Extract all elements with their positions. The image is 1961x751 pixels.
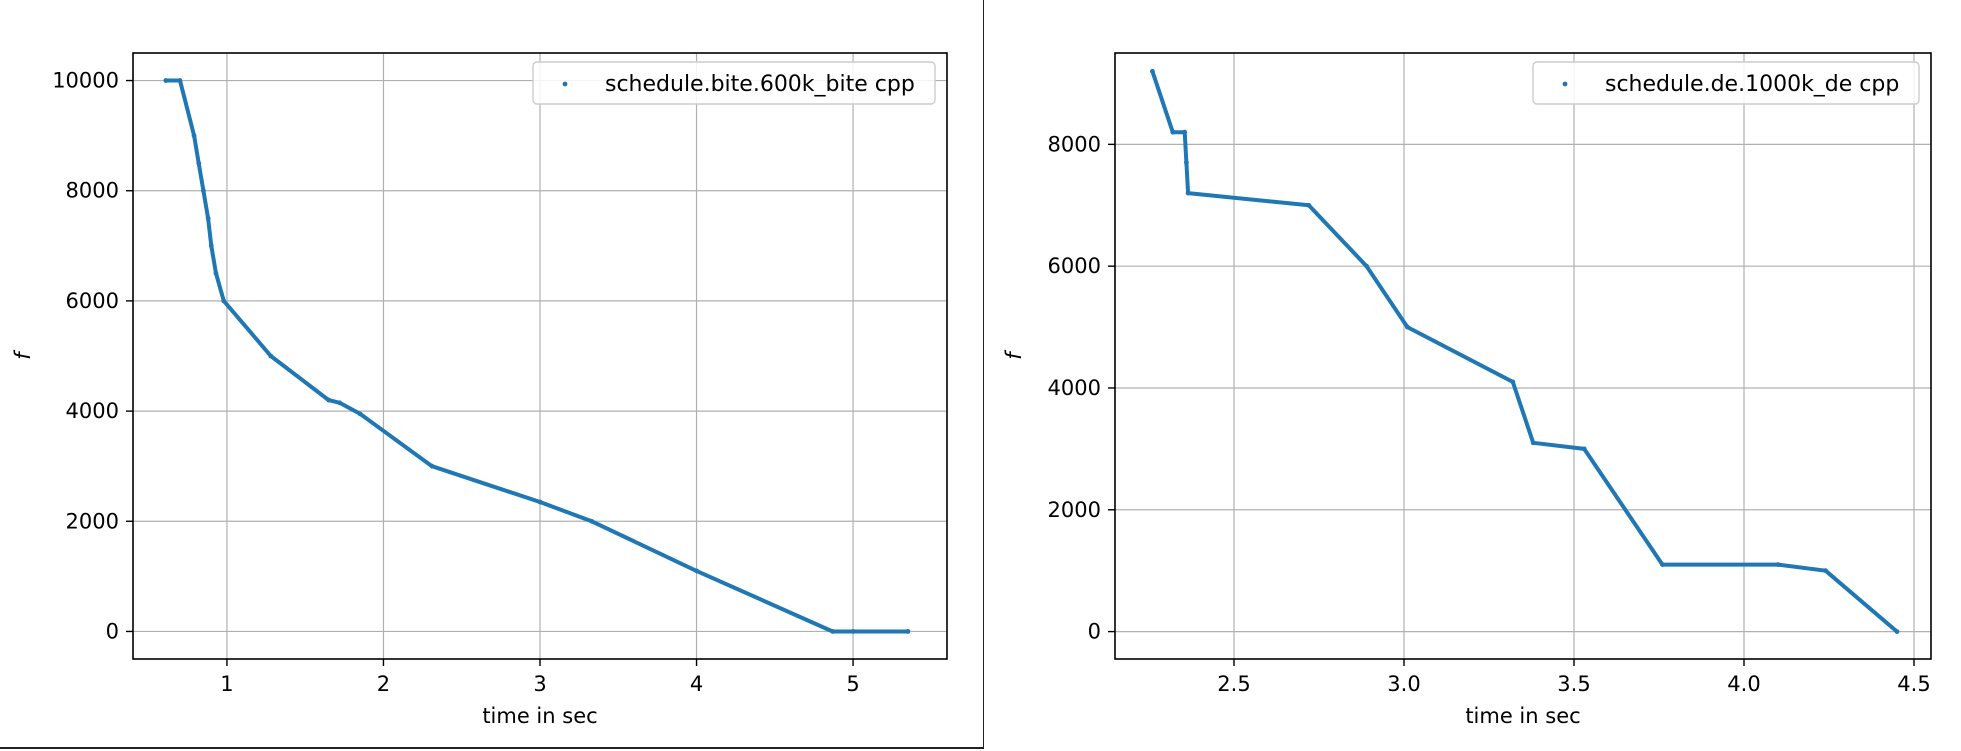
data-point: [326, 397, 332, 403]
left-chart-panel: 1 2 3 4 5 0 2000 4000 6000 8000 10000 time in sec f s…: [0, 0, 984, 749]
y-axis-label: f: [1002, 349, 1026, 360]
data-point: [429, 463, 435, 469]
x-tick-label: 4.0: [1727, 672, 1760, 696]
x-tick-label: 5: [846, 672, 859, 696]
chart-left: 1 2 3 4 5 0 2000 4000 6000 8000 10000 time in sec f s…: [11, 52, 948, 728]
data-point: [1150, 68, 1155, 74]
y-tick-label: 6000: [66, 289, 119, 313]
data-point: [163, 78, 169, 83]
data-point: [205, 215, 211, 221]
data-point: [694, 568, 699, 574]
legend-marker: [562, 81, 568, 87]
y-tick-label: 4000: [66, 399, 119, 423]
y-axis-label: f: [11, 349, 35, 360]
data-point: [191, 133, 197, 139]
y-tick-label: 10000: [52, 69, 119, 93]
x-tick-label: 2.5: [1217, 672, 1250, 696]
x-tick-label: 3: [533, 672, 546, 696]
y-tick-label: 2000: [1048, 498, 1101, 522]
data-point: [337, 400, 343, 406]
x-tick-label: 1: [220, 672, 233, 696]
data-point: [850, 629, 856, 634]
data-point: [1530, 440, 1536, 446]
x-tick-label: 2: [377, 672, 390, 696]
data-point: [1170, 129, 1176, 135]
y-tick-label: 4000: [1048, 376, 1101, 400]
data-point: [208, 243, 214, 249]
plot-frame: [1114, 52, 1932, 660]
data-point: [221, 298, 227, 304]
data-point: [268, 353, 274, 359]
y-tick-label: 8000: [66, 179, 119, 203]
data-point: [830, 629, 836, 634]
data-point: [196, 160, 202, 166]
data-point: [1185, 190, 1191, 196]
x-tick-label: 3.5: [1557, 672, 1590, 696]
data-point: [1405, 324, 1410, 330]
x-tick-label: 4.5: [1897, 672, 1930, 696]
data-point: [589, 518, 595, 524]
series-line: [163, 78, 910, 634]
data-point: [1894, 629, 1900, 634]
data-point: [1306, 202, 1312, 208]
data-point: [1775, 562, 1781, 567]
y-tick-label: 8000: [1048, 132, 1101, 156]
data-point: [1823, 568, 1828, 574]
series-line: [1150, 69, 1899, 634]
data-point: [1182, 129, 1188, 135]
data-point: [905, 629, 911, 634]
data-point: [201, 188, 206, 194]
data-point: [213, 270, 219, 276]
data-point: [537, 499, 543, 505]
chart-right: 2.5 3.0 3.5 4.0 4.5 0 2000 4000 6000 8000 time in …: [1002, 52, 1932, 728]
legend-marker: [1562, 81, 1568, 87]
data-point: [1510, 379, 1516, 385]
y-tick-label: 0: [106, 619, 119, 643]
x-axis-label: time in sec: [482, 704, 597, 728]
legend-label: schedule.bite.600k_bite cpp: [605, 72, 915, 97]
data-point: [177, 78, 183, 83]
y-tick-label: 0: [1088, 620, 1101, 644]
x-axis-label: time in sec: [1465, 704, 1580, 728]
legend-box: [1532, 61, 1920, 105]
data-point: [1581, 446, 1587, 452]
x-tick-label: 3.0: [1387, 672, 1420, 696]
data-point: [1184, 160, 1189, 166]
y-tick-label: 6000: [1048, 254, 1101, 278]
data-point: [1660, 562, 1665, 567]
x-tick-label: 4: [690, 672, 703, 696]
right-chart-panel: 2.5 3.0 3.5 4.0 4.5 0 2000 4000 6000 8000 time in …: [985, 0, 1961, 747]
legend-label: schedule.de.1000k_de cpp: [1605, 72, 1899, 97]
data-point: [1364, 263, 1369, 269]
data-point: [357, 411, 363, 417]
y-tick-label: 2000: [66, 509, 119, 533]
legend-box: [532, 61, 936, 105]
